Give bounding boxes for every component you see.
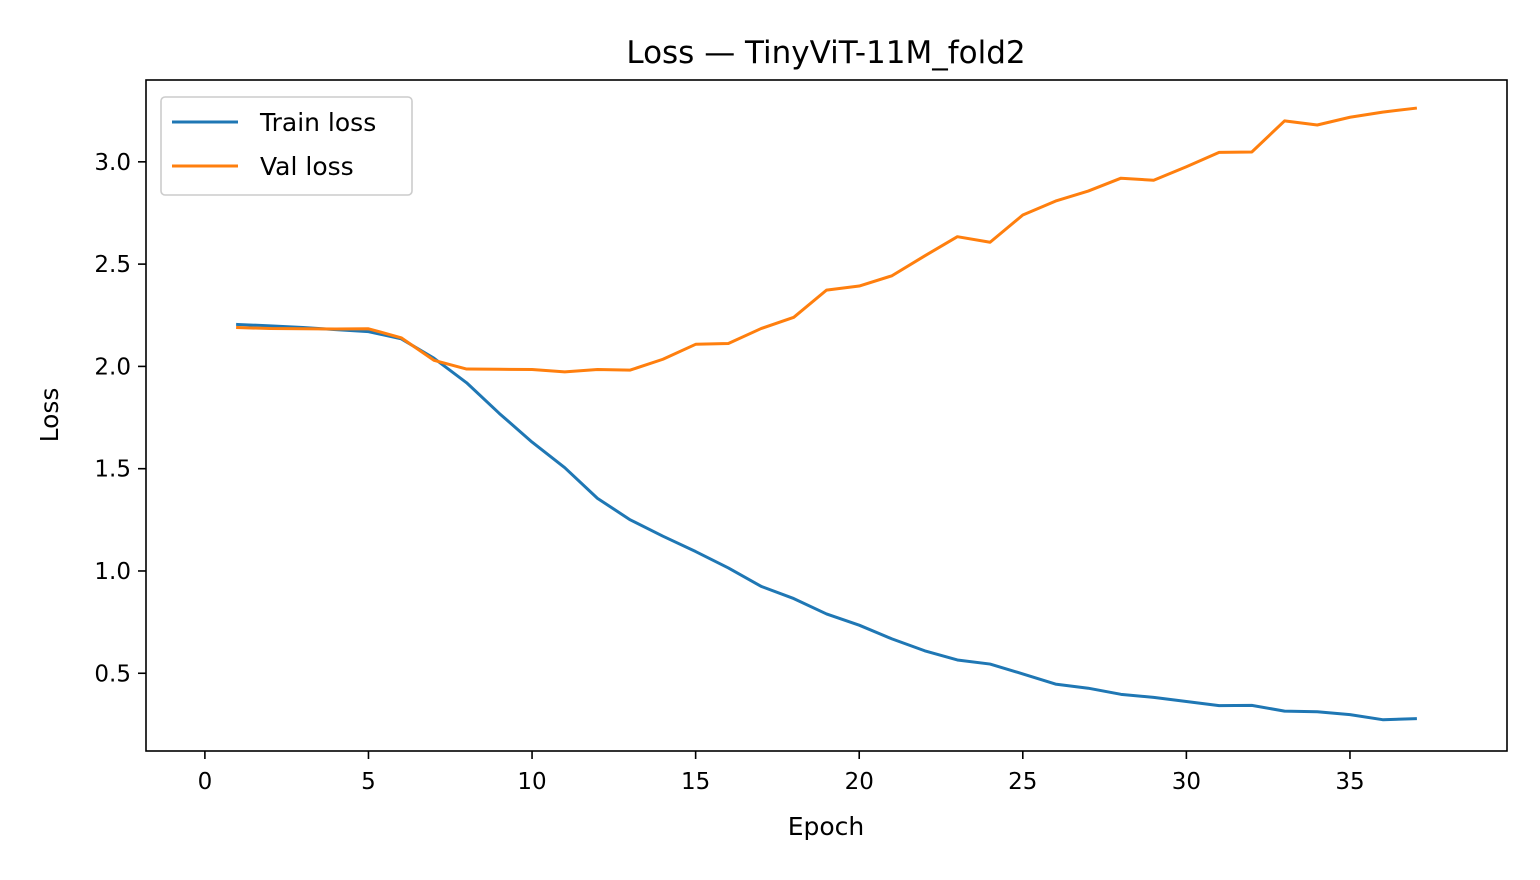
y-tick-label: 0.5 — [94, 661, 131, 687]
legend-label-train-loss: Train loss — [259, 108, 376, 137]
x-tick-label: 5 — [361, 769, 376, 795]
y-axis-ticks: 0.5 1.0 1.5 2.0 2.5 3.0 — [94, 150, 146, 687]
y-tick-label: 1.0 — [94, 559, 131, 585]
y-tick-label: 3.0 — [94, 150, 131, 176]
x-tick-label: 25 — [1008, 769, 1037, 795]
series-line-val-loss — [236, 106, 1418, 374]
y-axis-label: Loss — [35, 388, 64, 443]
y-tick-label: 2.0 — [94, 354, 131, 380]
x-tick-label: 0 — [198, 769, 213, 795]
x-axis-label: Epoch — [788, 812, 865, 841]
x-axis-ticks: 0 5 10 15 20 25 30 35 — [198, 751, 1365, 795]
legend-label-val-loss: Val loss — [260, 152, 354, 181]
x-tick-label: 30 — [1172, 769, 1201, 795]
y-tick-label: 1.5 — [94, 457, 131, 483]
x-tick-label: 20 — [845, 769, 874, 795]
series-lines — [236, 106, 1418, 722]
legend: Train loss Val loss — [160, 96, 413, 196]
x-tick-label: 35 — [1335, 769, 1364, 795]
y-tick-label: 2.5 — [94, 252, 131, 278]
x-tick-label: 15 — [681, 769, 710, 795]
series-line-train-loss — [236, 322, 1417, 722]
x-tick-label: 10 — [517, 769, 546, 795]
chart-title: Loss — TinyViT-11M_fold2 — [626, 35, 1025, 71]
plot-area-frame — [145, 79, 1508, 752]
